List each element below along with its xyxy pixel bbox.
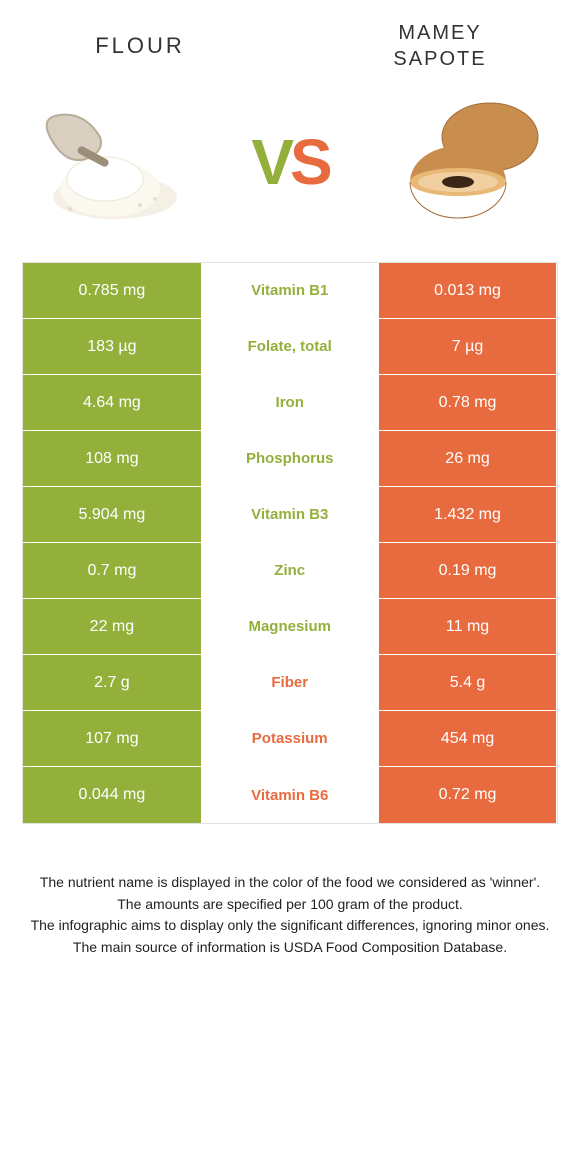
value-left: 4.64 mg <box>23 375 201 430</box>
nutrient-label: Iron <box>201 375 379 430</box>
mamey-image <box>390 92 550 232</box>
value-left: 5.904 mg <box>23 487 201 542</box>
vs-s: S <box>290 126 329 198</box>
value-right: 26 mg <box>379 431 557 486</box>
value-right: 0.013 mg <box>379 263 557 318</box>
value-right: 7 µg <box>379 319 557 374</box>
value-left: 2.7 g <box>23 655 201 710</box>
value-left: 108 mg <box>23 431 201 486</box>
table-row: 183 µgFolate, total7 µg <box>23 319 557 375</box>
table-row: 5.904 mgVitamin B31.432 mg <box>23 487 557 543</box>
value-left: 107 mg <box>23 711 201 766</box>
value-right: 5.4 g <box>379 655 557 710</box>
value-left: 183 µg <box>23 319 201 374</box>
table-row: 108 mgPhosphorus26 mg <box>23 431 557 487</box>
flour-image <box>30 92 190 232</box>
footer-line-1: The nutrient name is displayed in the co… <box>30 872 550 894</box>
footer-line-2: The amounts are specified per 100 gram o… <box>30 894 550 916</box>
nutrient-label: Folate, total <box>201 319 379 374</box>
nutrition-table: 0.785 mgVitamin B10.013 mg183 µgFolate, … <box>22 262 558 824</box>
value-right: 454 mg <box>379 711 557 766</box>
footer-notes: The nutrient name is displayed in the co… <box>0 824 580 959</box>
value-right: 11 mg <box>379 599 557 654</box>
table-row: 0.7 mgZinc0.19 mg <box>23 543 557 599</box>
title-right: Mamey Sapote <box>330 20 550 72</box>
table-row: 22 mgMagnesium11 mg <box>23 599 557 655</box>
footer-line-4: The main source of information is USDA F… <box>30 937 550 959</box>
table-row: 4.64 mgIron0.78 mg <box>23 375 557 431</box>
value-right: 0.19 mg <box>379 543 557 598</box>
table-row: 107 mgPotassium454 mg <box>23 711 557 767</box>
value-left: 22 mg <box>23 599 201 654</box>
title-right-l1: Mamey <box>330 20 550 46</box>
value-left: 0.785 mg <box>23 263 201 318</box>
nutrient-label: Vitamin B3 <box>201 487 379 542</box>
nutrient-label: Phosphorus <box>201 431 379 486</box>
value-left: 0.7 mg <box>23 543 201 598</box>
title-right-l2: Sapote <box>330 46 550 72</box>
value-right: 0.72 mg <box>379 767 557 823</box>
vs-v: V <box>251 126 290 198</box>
value-left: 0.044 mg <box>23 767 201 823</box>
nutrient-label: Zinc <box>201 543 379 598</box>
header: Flour Mamey Sapote <box>0 0 580 82</box>
title-left: Flour <box>30 33 250 59</box>
value-right: 0.78 mg <box>379 375 557 430</box>
nutrient-label: Vitamin B1 <box>201 263 379 318</box>
vs-label: VS <box>251 125 328 199</box>
value-right: 1.432 mg <box>379 487 557 542</box>
nutrient-label: Fiber <box>201 655 379 710</box>
nutrient-label: Magnesium <box>201 599 379 654</box>
table-row: 0.044 mgVitamin B60.72 mg <box>23 767 557 823</box>
table-row: 2.7 gFiber5.4 g <box>23 655 557 711</box>
nutrient-label: Potassium <box>201 711 379 766</box>
footer-line-3: The infographic aims to display only the… <box>30 915 550 937</box>
image-row: VS <box>0 82 580 262</box>
table-row: 0.785 mgVitamin B10.013 mg <box>23 263 557 319</box>
nutrient-label: Vitamin B6 <box>201 767 379 823</box>
